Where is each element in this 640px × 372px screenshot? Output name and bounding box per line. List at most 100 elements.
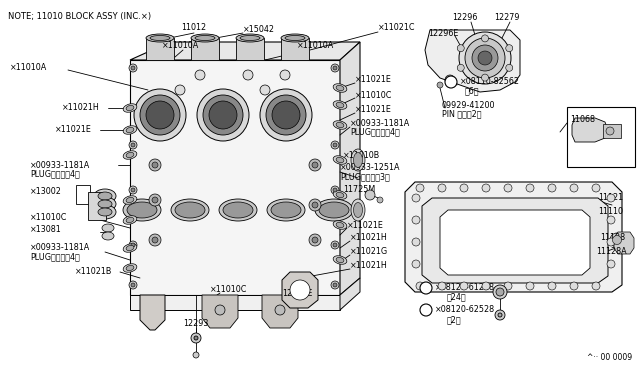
Circle shape bbox=[149, 159, 161, 171]
Ellipse shape bbox=[94, 197, 116, 211]
Circle shape bbox=[607, 238, 615, 246]
Circle shape bbox=[412, 194, 420, 202]
Ellipse shape bbox=[281, 34, 309, 42]
Circle shape bbox=[260, 85, 270, 95]
Text: 11068: 11068 bbox=[570, 115, 595, 125]
Ellipse shape bbox=[353, 202, 362, 218]
Polygon shape bbox=[340, 42, 360, 295]
Text: ×11010A: ×11010A bbox=[10, 64, 47, 73]
Circle shape bbox=[129, 186, 137, 194]
Circle shape bbox=[606, 127, 614, 135]
Ellipse shape bbox=[333, 84, 347, 92]
Circle shape bbox=[457, 64, 464, 71]
Ellipse shape bbox=[478, 51, 492, 65]
Ellipse shape bbox=[260, 89, 312, 141]
Ellipse shape bbox=[353, 153, 362, 167]
Circle shape bbox=[280, 70, 290, 80]
Circle shape bbox=[438, 282, 446, 290]
Text: ×11021E: ×11021E bbox=[355, 76, 392, 84]
Circle shape bbox=[312, 202, 318, 208]
Circle shape bbox=[152, 237, 158, 243]
Circle shape bbox=[504, 282, 512, 290]
Circle shape bbox=[420, 304, 432, 316]
Circle shape bbox=[506, 64, 513, 71]
Circle shape bbox=[275, 305, 285, 315]
Circle shape bbox=[331, 241, 339, 249]
Ellipse shape bbox=[126, 105, 134, 110]
Text: B: B bbox=[424, 285, 429, 291]
Polygon shape bbox=[340, 278, 360, 310]
Text: ×11010A: ×11010A bbox=[297, 41, 334, 49]
Ellipse shape bbox=[197, 89, 249, 141]
Circle shape bbox=[570, 184, 578, 192]
Text: （6）: （6） bbox=[465, 87, 479, 96]
Ellipse shape bbox=[472, 45, 498, 71]
Circle shape bbox=[331, 141, 339, 149]
Circle shape bbox=[438, 184, 446, 192]
Ellipse shape bbox=[126, 217, 134, 222]
Ellipse shape bbox=[236, 34, 264, 42]
Text: ×11021E: ×11021E bbox=[55, 125, 92, 135]
Text: ×13081: ×13081 bbox=[30, 224, 61, 234]
Ellipse shape bbox=[336, 122, 344, 128]
Bar bbox=[281, 38, 309, 60]
Ellipse shape bbox=[94, 189, 116, 203]
Ellipse shape bbox=[219, 199, 257, 221]
Circle shape bbox=[333, 243, 337, 247]
Text: 11012: 11012 bbox=[181, 23, 207, 32]
Circle shape bbox=[607, 260, 615, 268]
Circle shape bbox=[309, 159, 321, 171]
Circle shape bbox=[416, 184, 424, 192]
Text: PLUGプラグ（3）: PLUGプラグ（3） bbox=[340, 173, 390, 182]
Ellipse shape bbox=[240, 35, 260, 41]
Circle shape bbox=[482, 184, 490, 192]
Circle shape bbox=[194, 336, 198, 340]
Ellipse shape bbox=[333, 256, 347, 264]
Circle shape bbox=[152, 197, 158, 203]
Ellipse shape bbox=[336, 192, 344, 198]
Circle shape bbox=[495, 310, 505, 320]
Circle shape bbox=[309, 199, 321, 211]
Circle shape bbox=[437, 82, 443, 88]
Ellipse shape bbox=[459, 32, 511, 84]
Text: 11725M: 11725M bbox=[343, 186, 375, 195]
Text: ×11021E: ×11021E bbox=[355, 106, 392, 115]
Text: ×11010A: ×11010A bbox=[162, 41, 199, 49]
Ellipse shape bbox=[267, 199, 305, 221]
Bar bbox=[88, 192, 106, 220]
Ellipse shape bbox=[127, 202, 157, 218]
Polygon shape bbox=[130, 60, 340, 295]
Text: 12296E: 12296E bbox=[428, 29, 458, 38]
Ellipse shape bbox=[98, 192, 112, 200]
Text: B: B bbox=[424, 307, 429, 313]
Circle shape bbox=[493, 285, 507, 299]
Text: （2）: （2） bbox=[447, 315, 461, 324]
Ellipse shape bbox=[98, 200, 112, 208]
Ellipse shape bbox=[612, 235, 621, 244]
Ellipse shape bbox=[336, 102, 344, 108]
Circle shape bbox=[506, 45, 513, 52]
Ellipse shape bbox=[102, 232, 114, 240]
Polygon shape bbox=[440, 210, 590, 275]
Ellipse shape bbox=[123, 196, 137, 204]
Ellipse shape bbox=[285, 35, 305, 41]
Polygon shape bbox=[282, 272, 318, 308]
Ellipse shape bbox=[319, 202, 349, 218]
Text: ×00933-1181A: ×00933-1181A bbox=[30, 160, 90, 170]
Circle shape bbox=[445, 76, 457, 88]
Circle shape bbox=[331, 186, 339, 194]
Text: ×00933-1181A: ×00933-1181A bbox=[30, 244, 90, 253]
Circle shape bbox=[412, 216, 420, 224]
Ellipse shape bbox=[123, 264, 137, 272]
Ellipse shape bbox=[123, 151, 137, 159]
Text: 12296: 12296 bbox=[452, 13, 477, 22]
Circle shape bbox=[420, 282, 432, 294]
Ellipse shape bbox=[191, 34, 219, 42]
Circle shape bbox=[526, 184, 534, 192]
Circle shape bbox=[290, 280, 310, 300]
Ellipse shape bbox=[146, 101, 174, 129]
Circle shape bbox=[309, 234, 321, 246]
Ellipse shape bbox=[333, 156, 347, 164]
Ellipse shape bbox=[333, 121, 347, 129]
Ellipse shape bbox=[209, 101, 237, 129]
